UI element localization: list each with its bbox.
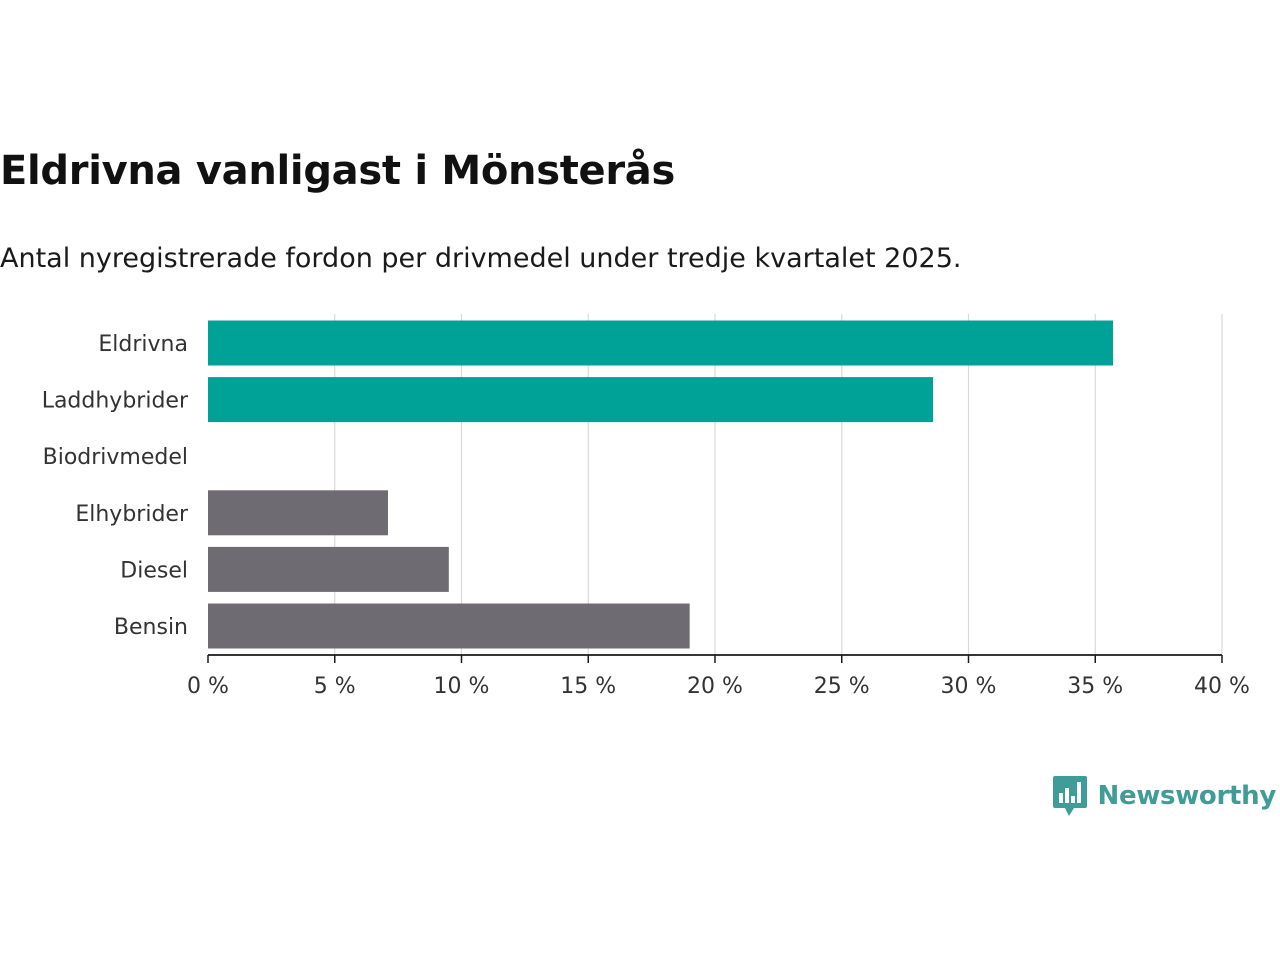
category-label: Diesel: [120, 558, 188, 583]
x-tick-label: 35 %: [1067, 674, 1123, 699]
x-tick-label: 30 %: [941, 674, 997, 699]
x-tick-label: 0 %: [187, 674, 229, 699]
chart-title: Eldrivna vanligast i Mönsterås: [0, 148, 676, 194]
x-tick-label: 40 %: [1194, 674, 1250, 699]
category-label: Laddhybrider: [42, 389, 189, 414]
brand-name: Newsworthy: [1097, 781, 1277, 811]
category-label: Biodrivmedel: [43, 445, 188, 470]
bar-eldrivna: [208, 320, 1113, 366]
category-label: Elhybrider: [75, 502, 189, 527]
bar-elhybrider: [208, 490, 388, 536]
x-tick-label: 25 %: [814, 674, 870, 699]
brand-logo: Newsworthy: [1052, 774, 1276, 818]
category-labels: Eldrivna Laddhybrider Biodrivmedel Elhybrid…: [42, 332, 189, 640]
bars: [208, 320, 1113, 649]
category-label: Eldrivna: [98, 332, 188, 357]
x-tick-label: 10 %: [434, 674, 490, 699]
bar-laddhybrider: [208, 377, 934, 423]
chart-subtitle: Antal nyregistrerade fordon per drivmede…: [0, 243, 962, 274]
x-axis: 0 % 5 % 10 % 15 % 20 % 25 % 30 % 35 % 40 %: [187, 654, 1250, 699]
x-tick-label: 20 %: [687, 674, 743, 699]
x-tick-label: 15 %: [560, 674, 616, 699]
bar-bensin: [208, 603, 690, 649]
bar-diesel: [208, 546, 449, 592]
category-label: Bensin: [114, 615, 188, 640]
bar-chart-speech-bubble-icon: [1052, 776, 1087, 816]
grid-lines: [334, 314, 1223, 655]
x-tick-label: 5 %: [314, 674, 356, 699]
